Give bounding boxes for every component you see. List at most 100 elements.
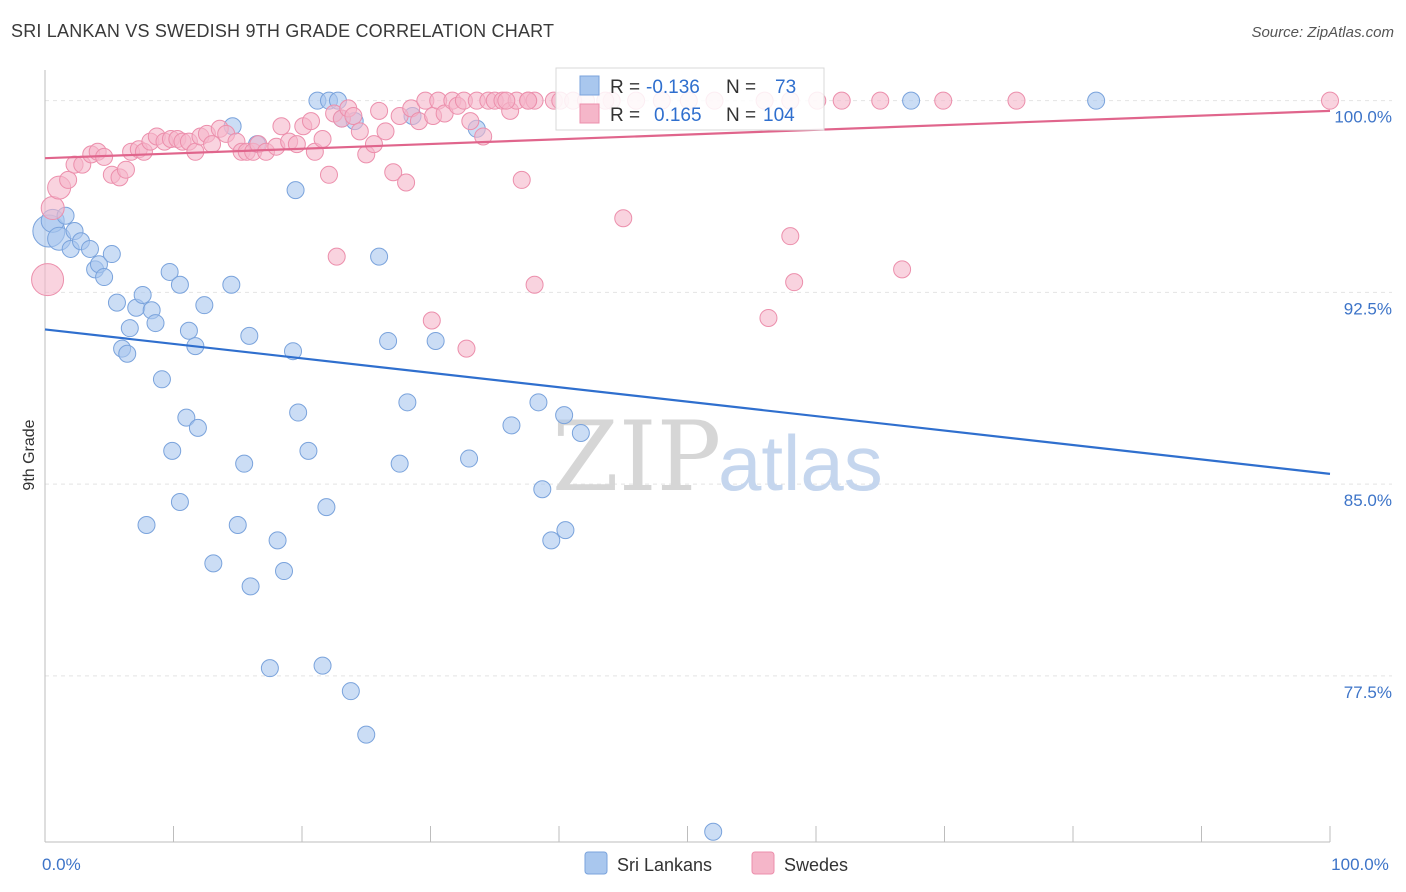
point-swedes-66 — [474, 127, 493, 146]
point-sri-lankans-7 — [80, 239, 99, 258]
point-swedes-98 — [781, 227, 800, 246]
point-swedes-103 — [497, 91, 516, 110]
point-sri-lankans-11 — [102, 245, 121, 264]
point-swedes-25 — [203, 135, 222, 154]
watermark-zip: ZIP — [552, 401, 721, 513]
chart-title: SRI LANKAN VS SWEDISH 9TH GRADE CORRELAT… — [11, 21, 555, 41]
point-sri-lankans-51 — [188, 418, 207, 437]
legend-r-value-2: 0.165 — [654, 105, 702, 126]
source-label: Source: ZipAtlas.com — [1251, 24, 1394, 41]
point-sri-lankans-31 — [286, 181, 305, 200]
point-sri-lankans-63 — [317, 498, 336, 517]
point-swedes-87 — [832, 91, 851, 110]
point-swedes-99 — [785, 273, 804, 292]
point-sri-lankans-38 — [379, 331, 398, 350]
point-sri-lankans-66 — [390, 454, 409, 473]
point-sri-lankans-19 — [146, 314, 165, 333]
point-sri-lankans-67 — [460, 449, 479, 468]
point-sri-lankans-58 — [268, 531, 287, 550]
bottom-legend-label-swedes: Swedes — [784, 855, 848, 875]
bottom-legend: Sri Lankans Swedes — [584, 851, 848, 875]
point-swedes-93 — [422, 311, 441, 330]
point-swedes-46 — [344, 107, 363, 126]
point-sri-lankans-54 — [228, 516, 247, 535]
point-swedes-39 — [301, 112, 320, 131]
point-sri-lankans-52 — [137, 516, 156, 535]
point-sri-lankans-28 — [240, 326, 259, 345]
trend-lines — [44, 109, 1331, 475]
point-sri-lankans-26 — [222, 275, 241, 294]
x-tick-label-0: 0.0% — [42, 855, 81, 874]
point-sri-lankans-12 — [107, 293, 126, 312]
point-swedes-92 — [327, 247, 346, 266]
point-swedes-54 — [397, 173, 416, 192]
point-swedes-35 — [272, 117, 291, 136]
bottom-legend-label-sri-lankans: Sri Lankans — [617, 855, 712, 875]
point-sri-lankans-22 — [170, 275, 189, 294]
y-tick-label-1: 92.5% — [1344, 299, 1392, 318]
point-sri-lankans-60 — [289, 403, 308, 422]
point-swedes-100 — [893, 260, 912, 279]
point-sri-lankans-30 — [284, 342, 303, 361]
legend-n-value-2: 104 — [763, 105, 795, 126]
point-sri-lankans-61 — [299, 441, 318, 460]
point-swedes-101 — [519, 91, 538, 110]
point-sri-lankans-14 — [118, 344, 137, 363]
point-swedes-64 — [461, 112, 480, 131]
point-sri-lankans-68 — [533, 480, 552, 499]
legend-box: R = -0.136 N = 73 R = 0.165 N = 104 — [555, 67, 825, 131]
legend-swatch-sri-lankans — [579, 75, 600, 96]
bottom-legend-swatch-sri-lankans — [584, 851, 608, 875]
point-swedes-0 — [31, 263, 65, 297]
legend-swatch-swedes — [579, 103, 600, 124]
point-swedes-49 — [364, 135, 383, 154]
legend-n-label-2: N = — [726, 105, 756, 126]
legend-n-label-1: N = — [726, 77, 756, 98]
point-sri-lankans-21 — [160, 262, 179, 281]
point-swedes-96 — [614, 209, 633, 228]
x-tick-labels: 0.0% 100.0% — [42, 855, 1389, 874]
point-sri-lankans-25 — [195, 296, 214, 315]
point-sri-lankans-57 — [260, 659, 279, 678]
point-swedes-72 — [512, 170, 531, 189]
point-sri-lankans-20 — [152, 370, 171, 389]
point-sri-lankans-15 — [120, 319, 139, 338]
legend-n-value-1: 73 — [775, 77, 796, 98]
legend-r-value-1: -0.136 — [646, 77, 700, 98]
legend-r-label-1: R = — [610, 77, 640, 98]
point-sri-lankans-49 — [170, 493, 189, 512]
series-sri-lankans-points — [32, 91, 1106, 841]
point-sri-lankans-43 — [529, 393, 548, 412]
point-sri-lankans-59 — [275, 562, 294, 581]
point-sri-lankans-44 — [555, 406, 574, 425]
point-swedes-89 — [934, 91, 953, 110]
point-swedes-97 — [759, 308, 778, 327]
point-swedes-52 — [384, 163, 403, 182]
trend-line-sri-lankans — [44, 328, 1331, 475]
point-swedes-50 — [370, 101, 389, 120]
watermark: ZIP atlas — [552, 401, 883, 513]
point-sri-lankans-69 — [542, 531, 561, 550]
point-swedes-1 — [40, 196, 65, 221]
point-sri-lankans-45 — [571, 423, 590, 442]
legend-r-label-2: R = — [610, 105, 640, 126]
point-swedes-41 — [313, 130, 332, 149]
y-tick-label-2: 85.0% — [1344, 491, 1392, 510]
bottom-legend-swatch-swedes — [751, 851, 775, 875]
point-sri-lankans-70 — [556, 521, 575, 540]
point-swedes-90 — [1007, 91, 1026, 110]
point-sri-lankans-17 — [133, 285, 152, 304]
point-sri-lankans-42 — [502, 416, 521, 435]
y-tick-label-3: 77.5% — [1344, 683, 1392, 702]
point-swedes-94 — [457, 339, 476, 358]
x-ticks — [44, 826, 1331, 842]
point-sri-lankans-10 — [95, 268, 114, 287]
point-swedes-88 — [871, 91, 890, 110]
point-sri-lankans-39 — [398, 393, 417, 412]
point-sri-lankans-71 — [704, 822, 723, 841]
point-swedes-95 — [525, 275, 544, 294]
point-sri-lankans-46 — [902, 91, 921, 110]
point-sri-lankans-47 — [1087, 91, 1106, 110]
point-swedes-91 — [1321, 91, 1339, 110]
point-sri-lankans-40 — [426, 331, 445, 350]
